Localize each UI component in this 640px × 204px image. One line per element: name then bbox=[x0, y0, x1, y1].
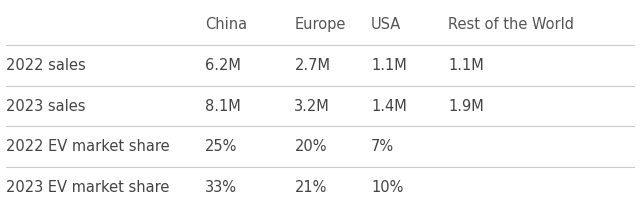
Text: Rest of the World: Rest of the World bbox=[448, 17, 574, 32]
Text: 3.2M: 3.2M bbox=[294, 99, 330, 114]
Text: 25%: 25% bbox=[205, 139, 237, 154]
Text: 8.1M: 8.1M bbox=[205, 99, 241, 114]
Text: 2023 sales: 2023 sales bbox=[6, 99, 86, 114]
Text: 33%: 33% bbox=[205, 180, 237, 195]
Text: 7%: 7% bbox=[371, 139, 394, 154]
Text: Europe: Europe bbox=[294, 17, 346, 32]
Text: 2022 sales: 2022 sales bbox=[6, 58, 86, 73]
Text: 1.4M: 1.4M bbox=[371, 99, 407, 114]
Text: 2023 EV market share: 2023 EV market share bbox=[6, 180, 170, 195]
Text: 21%: 21% bbox=[294, 180, 327, 195]
Text: China: China bbox=[205, 17, 247, 32]
Text: 2022 EV market share: 2022 EV market share bbox=[6, 139, 170, 154]
Text: 1.9M: 1.9M bbox=[448, 99, 484, 114]
Text: 20%: 20% bbox=[294, 139, 327, 154]
Text: 1.1M: 1.1M bbox=[448, 58, 484, 73]
Text: USA: USA bbox=[371, 17, 401, 32]
Text: 6.2M: 6.2M bbox=[205, 58, 241, 73]
Text: 10%: 10% bbox=[371, 180, 404, 195]
Text: 2.7M: 2.7M bbox=[294, 58, 330, 73]
Text: 1.1M: 1.1M bbox=[371, 58, 407, 73]
